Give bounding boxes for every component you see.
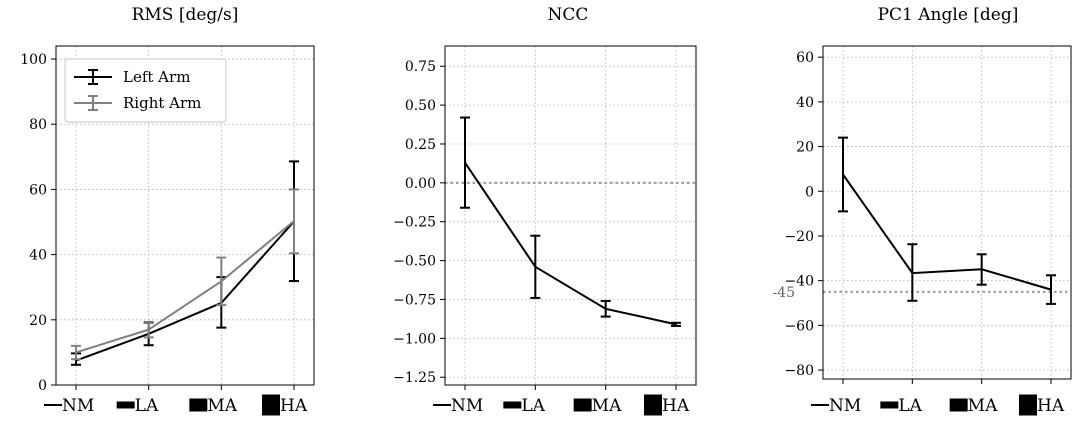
rms-ytick-label-3: 60 [29, 182, 47, 198]
rms-ytick-label-5: 100 [20, 52, 47, 68]
rms-series-1-line [75, 220, 295, 354]
pc1-category-label-2: MA [968, 396, 998, 416]
rms-ytick-label-1: 20 [29, 313, 47, 329]
rms-axes-frame [55, 45, 315, 386]
ncc-ytick-label-3: −0.50 [393, 254, 436, 270]
ncc-title: NCC [548, 5, 589, 25]
ncc-ytick-label-8: 0.75 [405, 59, 436, 75]
pc1-ytick-label-7: 60 [796, 50, 814, 66]
pc1-category-label-1: LA [898, 396, 922, 416]
ncc-ytick-label-5: 0.00 [405, 176, 436, 192]
ncc-category-marker-2 [573, 398, 592, 412]
pc1-ytick-label-5: 20 [796, 140, 814, 156]
rms-ytick-label-0: 0 [38, 378, 47, 394]
pc1-ytick-label-4: 0 [805, 184, 814, 200]
rms-category-marker-1 [116, 401, 135, 409]
rms-category-marker-3 [262, 394, 280, 416]
ncc-category-label-1: LA [521, 396, 545, 416]
pc1-ytick-label-3: −20 [784, 229, 814, 245]
pc1-category-marker-0 [811, 404, 829, 406]
ncc-ytick-label-1: −1.00 [393, 331, 436, 347]
rms-category-marker-0 [44, 404, 62, 406]
ncc-panel: NCC −1.25 −1.00 −0.75 −0.50 −0.25 0.00 0.25 0.5… [393, 5, 697, 416]
pc1-axes-frame [822, 45, 1072, 380]
ncc-category-marker-3 [644, 394, 662, 416]
pc1-category-label-3: HA [1037, 396, 1065, 416]
ncc-category-marker-0 [433, 404, 451, 406]
rms-category-label-3: HA [280, 396, 308, 416]
pc1-reference-label: -45 [772, 285, 795, 301]
ncc-ytick-label-2: −0.75 [393, 292, 436, 308]
pc1-ytick-label-6: 40 [796, 95, 814, 111]
ncc-ytick-label-0: −1.25 [393, 370, 436, 386]
pc1-category-label-0: NM [829, 396, 861, 416]
pc1-ytick-label-1: −60 [784, 318, 814, 334]
ncc-axes-frame [444, 45, 697, 386]
pc1-category-marker-1 [880, 401, 899, 409]
rms-legend-label-1: Right Arm [123, 94, 201, 112]
pc1-angle-panel: PC1 Angle [deg] -45 −80 −60 −40 −20 0 20 40 60 NM… [772, 5, 1072, 416]
ncc-category-marker-1 [503, 401, 522, 409]
rms-legend-box [64, 58, 227, 123]
rms-panel: RMS [deg/s] 0 20 40 60 80 100 NM LA MA HA Left Arm… [20, 5, 315, 416]
ncc-series-0-line [464, 162, 677, 326]
pc1-series-0-line [842, 173, 1052, 291]
rms-title: RMS [deg/s] [132, 5, 239, 25]
rms-ytick-label-4: 80 [29, 117, 47, 133]
ncc-ytick-label-6: 0.25 [405, 137, 436, 153]
pc1-ytick-label-2: −40 [784, 274, 814, 290]
ncc-category-label-0: NM [451, 396, 483, 416]
pc1-category-marker-3 [1019, 394, 1037, 416]
rms-legend-label-0: Left Arm [123, 68, 190, 86]
ncc-category-label-2: MA [592, 396, 622, 416]
rms-category-label-2: MA [207, 396, 237, 416]
rms-series-0-line [75, 220, 295, 362]
rms-category-label-0: NM [62, 396, 94, 416]
rms-category-label-1: LA [135, 396, 159, 416]
ncc-ytick-label-7: 0.50 [405, 98, 436, 114]
rms-category-marker-2 [189, 398, 208, 412]
pc1-category-marker-2 [949, 398, 968, 412]
ncc-category-label-3: HA [662, 396, 690, 416]
ncc-ytick-label-4: −0.25 [393, 215, 436, 231]
pc1-ytick-label-0: −80 [784, 363, 814, 379]
pc1-angle-title: PC1 Angle [deg] [878, 5, 1019, 25]
rms-ytick-label-2: 40 [29, 248, 47, 264]
